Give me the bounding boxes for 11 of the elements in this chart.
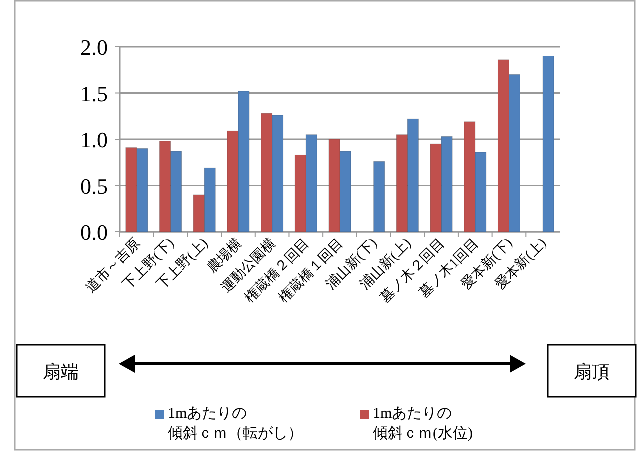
y-tick-label: 2.0: [80, 35, 108, 60]
y-tick-label: 1.0: [80, 128, 108, 152]
bar: [542, 56, 554, 232]
bar: [374, 161, 386, 232]
y-tick-label: 1.5: [80, 81, 108, 106]
legend-label: 1mあたりの傾斜ｃｍ(水位): [373, 405, 474, 444]
y-tick-label: 0.0: [80, 220, 108, 245]
y-tick-label: 0.5: [80, 174, 108, 199]
text: 扇端: [43, 362, 79, 382]
legend-label: 1mあたりの傾斜ｃｍ（転がし）: [168, 405, 304, 444]
text: 扇頂: [574, 362, 610, 382]
